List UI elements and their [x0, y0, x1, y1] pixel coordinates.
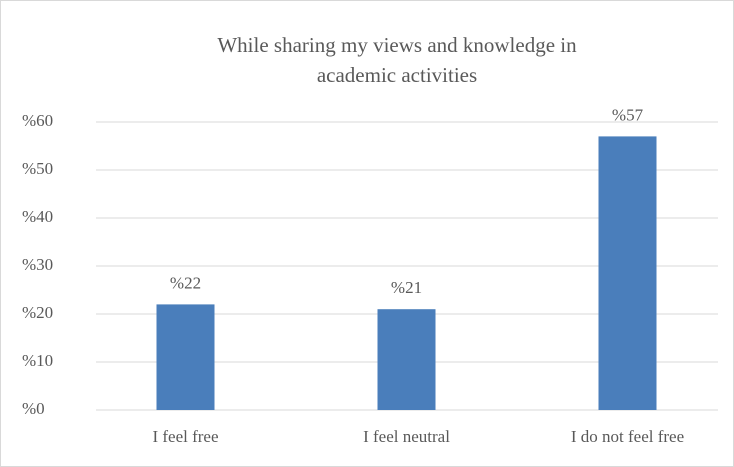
- data-label: %22: [170, 273, 201, 292]
- y-tick-label: %20: [22, 303, 53, 322]
- bar: [156, 304, 215, 410]
- x-tick-label: I do not feel free: [571, 427, 684, 446]
- y-tick-label: %30: [22, 255, 53, 274]
- y-tick-label: %0: [22, 399, 45, 418]
- bar: [377, 309, 436, 410]
- y-tick-label: %40: [22, 207, 53, 226]
- chart-title: While sharing my views and knowledge in: [217, 33, 577, 57]
- bar: [598, 136, 657, 410]
- data-label: %57: [612, 105, 644, 124]
- y-tick-label: %60: [22, 111, 53, 130]
- y-tick-label: %50: [22, 159, 53, 178]
- x-tick-label: I feel neutral: [363, 427, 450, 446]
- data-label: %21: [391, 278, 422, 297]
- chart-title: academic activities: [317, 63, 477, 87]
- x-tick-label: I feel free: [152, 427, 218, 446]
- y-tick-label: %10: [22, 351, 53, 370]
